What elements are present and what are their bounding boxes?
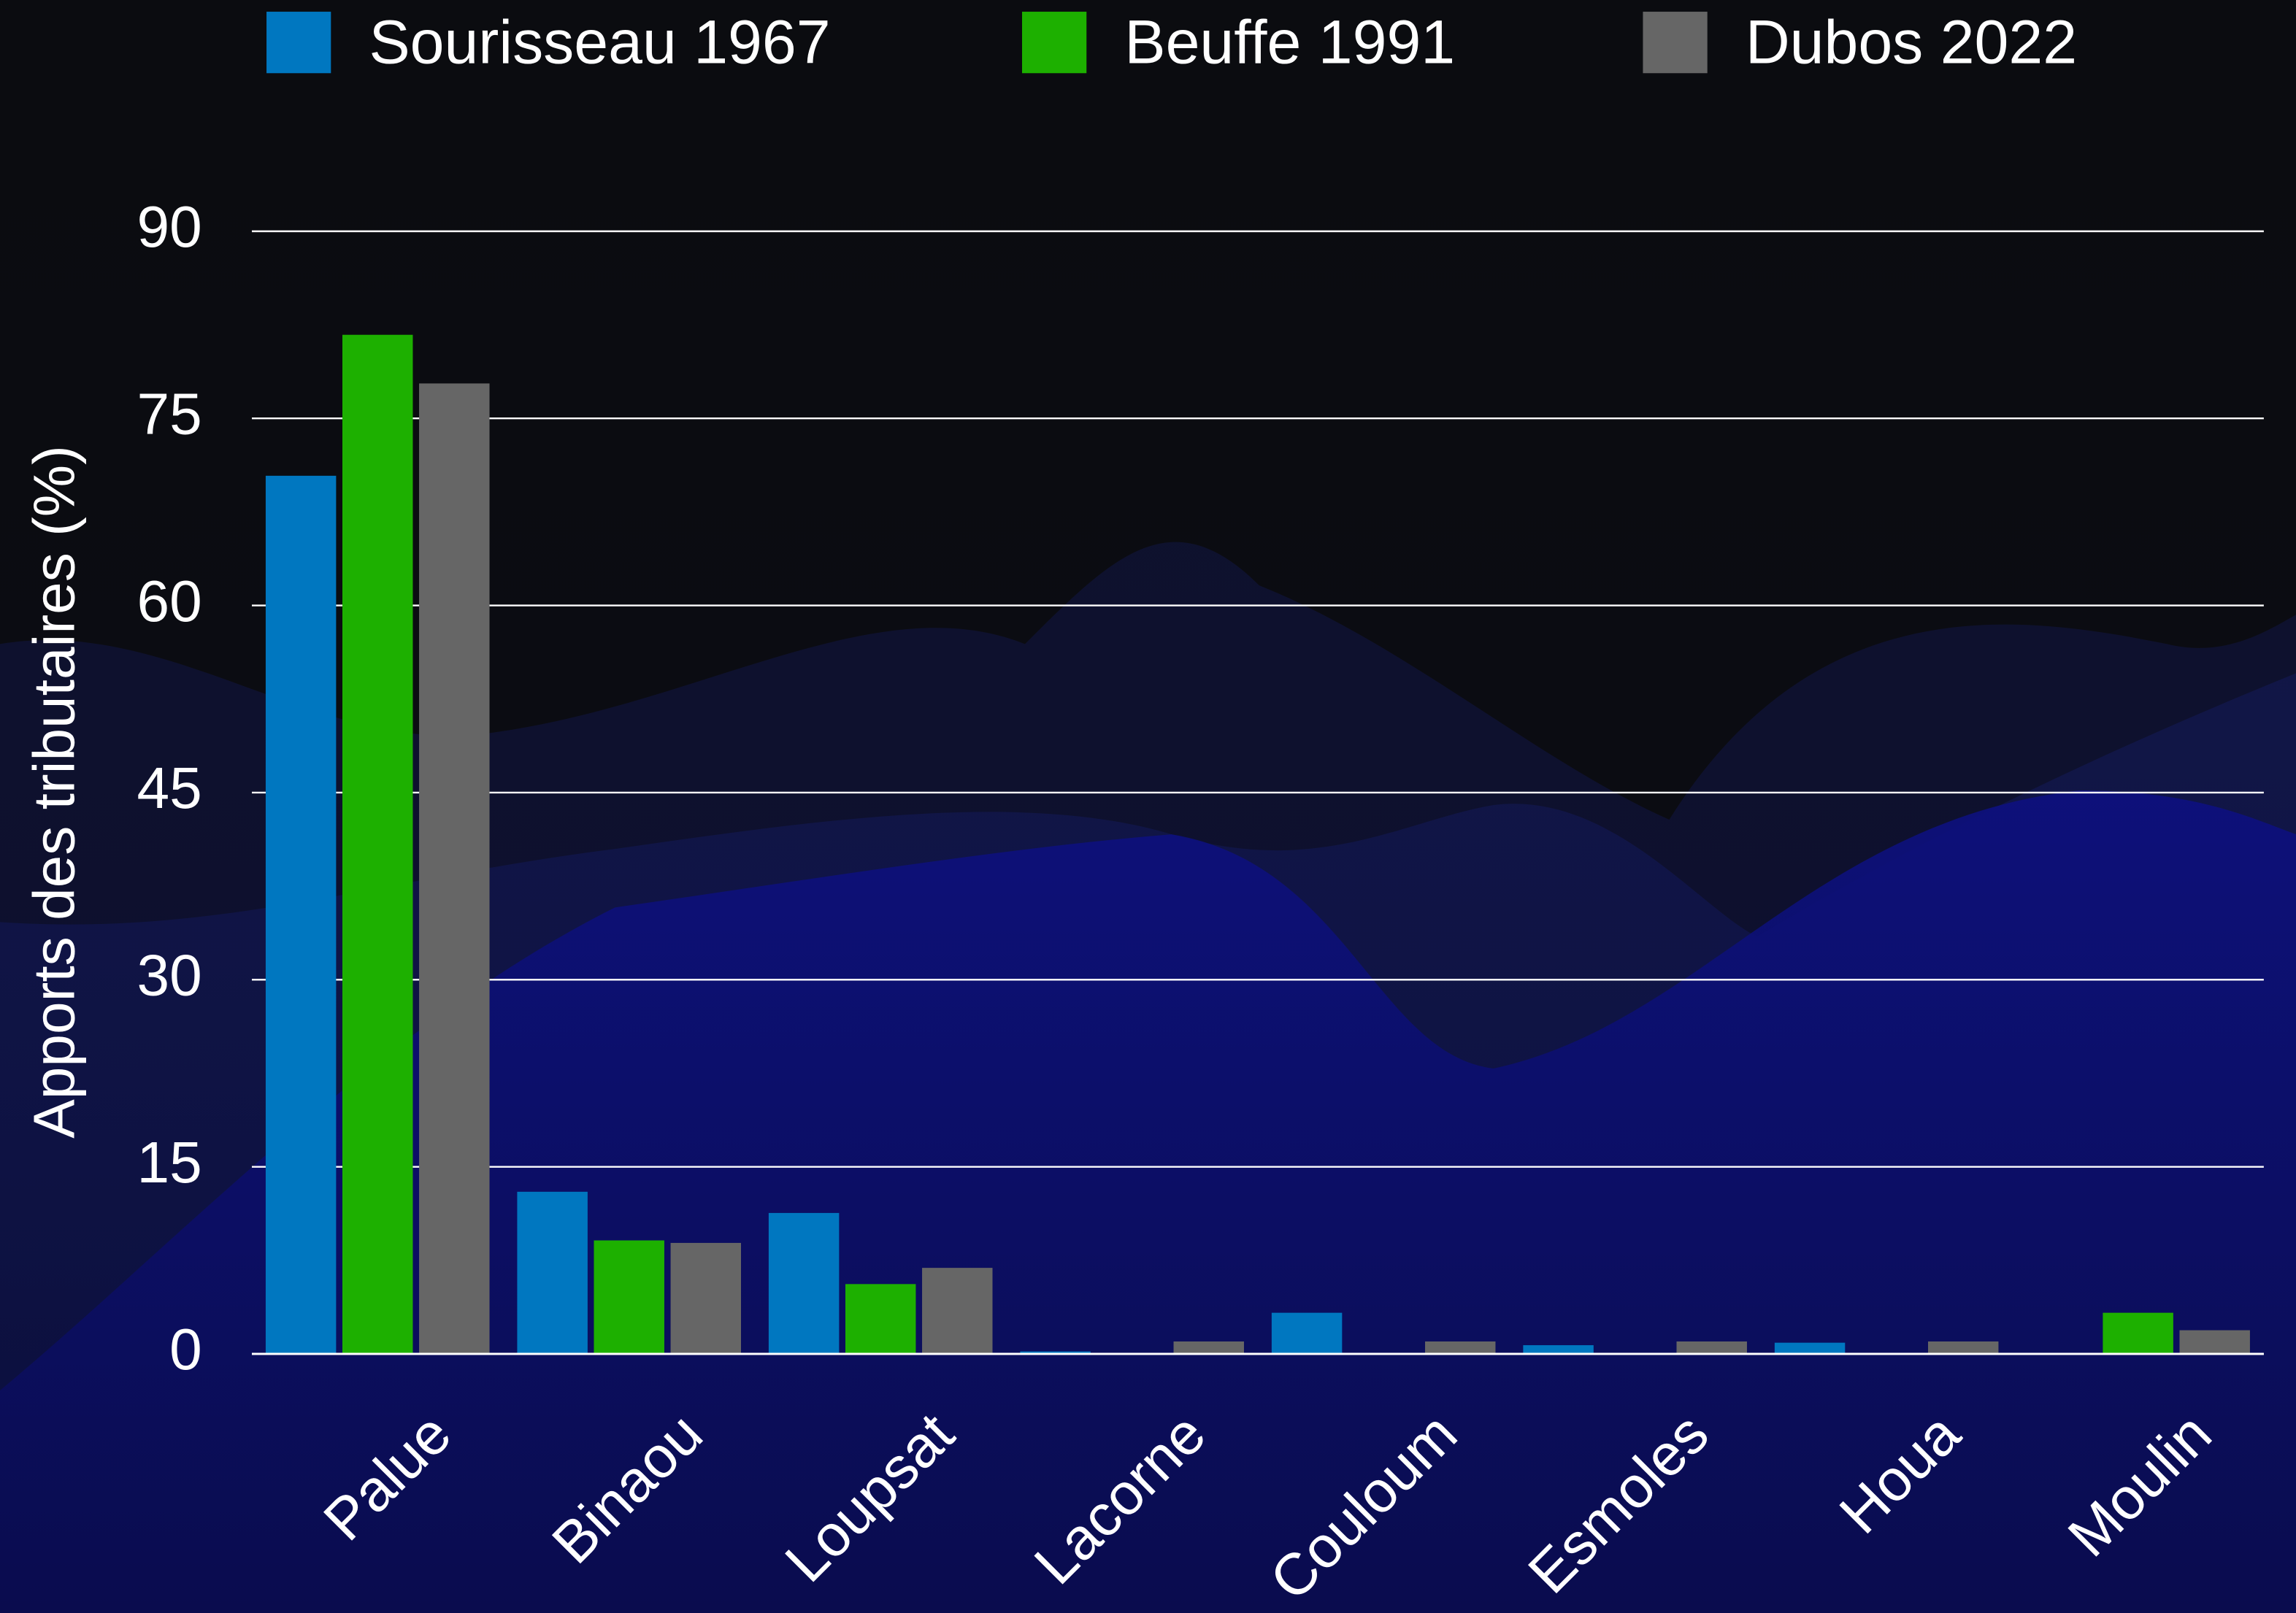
bar [1271, 1312, 1343, 1355]
legend-swatch [266, 12, 331, 74]
bar [1173, 1341, 1244, 1355]
legend-label: Dubos 2022 [1746, 7, 2077, 76]
bar [342, 334, 413, 1355]
legend-label: Beuffe 1991 [1124, 7, 1455, 76]
bar [1676, 1341, 1747, 1355]
y-tick-label: 15 [137, 1129, 202, 1195]
bar [670, 1242, 742, 1355]
bar [1020, 1351, 1091, 1355]
bar [265, 475, 337, 1355]
legend-swatch [1643, 12, 1708, 74]
mountain [0, 790, 2296, 1613]
bar [1927, 1341, 1999, 1355]
bar [2179, 1330, 2250, 1355]
legend-label: Sourisseau 1967 [369, 7, 830, 76]
legend-swatch [1022, 12, 1087, 74]
bar [768, 1212, 840, 1355]
y-tick-label: 60 [137, 568, 202, 634]
bar [517, 1191, 588, 1355]
y-tick-label: 30 [137, 942, 202, 1008]
y-tick-label: 45 [137, 755, 202, 820]
bar [1425, 1341, 1496, 1355]
bar [1774, 1342, 1846, 1355]
bar [419, 383, 490, 1355]
bar [922, 1268, 993, 1355]
y-tick-label: 90 [137, 193, 202, 259]
y-tick-label: 75 [137, 380, 202, 446]
bar [845, 1284, 916, 1355]
y-axis-label: Apports des tributaires (%) [20, 445, 86, 1139]
y-tick-label: 0 [169, 1316, 202, 1382]
bar [1523, 1345, 1594, 1355]
bar [594, 1240, 664, 1355]
bar [2103, 1312, 2173, 1355]
